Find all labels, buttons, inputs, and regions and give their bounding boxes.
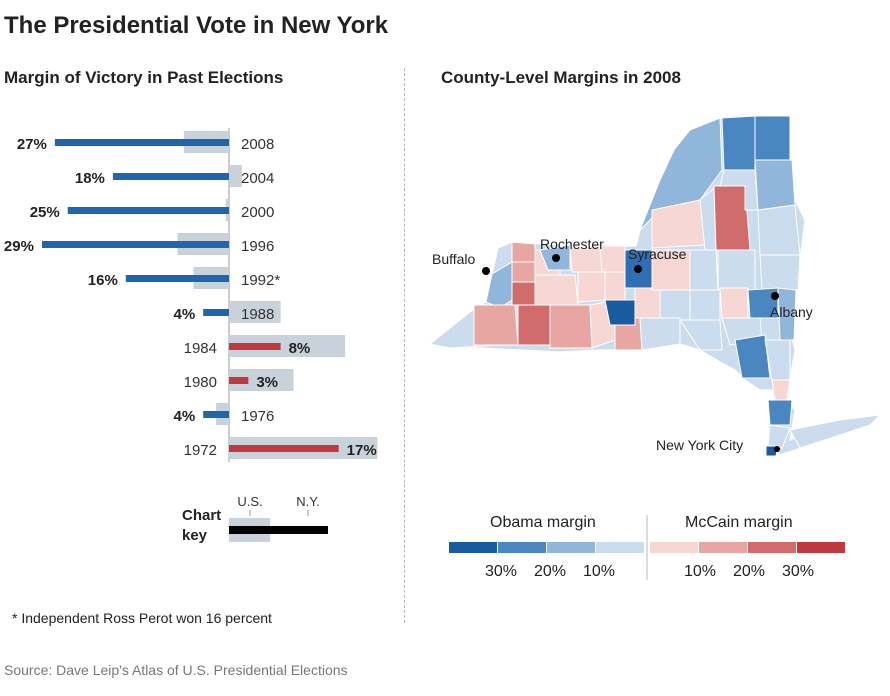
key-ny-label: N.Y. [296,494,320,509]
bar-value-label: 3% [256,374,278,391]
bar-value-label: 17% [347,442,377,459]
key-us-label: U.S. [237,494,262,509]
bar-value-label: 29% [4,238,34,255]
year-label: 1972 [184,442,217,459]
legend-tick-obama-30: 30% [485,563,518,580]
page-title: The Presidential Vote in New York [4,12,389,39]
ny-bar [41,241,230,248]
us-bar [229,301,281,323]
legend-swatch [596,542,644,553]
legend-tick-mccain-20: 20% [733,563,766,580]
legend-swatch [797,542,845,553]
us-bar [229,335,346,357]
bar-chart-title: Margin of Victory in Past Elections [4,68,284,87]
year-label: 1996 [241,238,274,255]
legend-swatch [547,542,595,553]
us-bar [229,165,242,187]
bar-value-label: 25% [30,204,60,221]
ny-bar [54,139,229,146]
panel-divider [404,68,405,623]
ny-bar [229,445,339,452]
chart-key-label: Chart [182,507,221,524]
legend-swatch [449,542,497,553]
city-label-new-york-city: New York City [656,437,744,453]
legend-swatch [699,542,747,553]
ny-bar [203,309,229,316]
legend-tick-mccain-10: 10% [684,563,717,580]
city-label-rochester: Rochester [540,236,604,252]
year-label: 1992* [241,272,280,289]
legend-obama-label: Obama margin [490,514,596,531]
legend-swatch [650,542,698,553]
city-label-buffalo: Buffalo [432,251,476,267]
legend-tick-mccain-30: 30% [782,563,815,580]
legend-mccain-label: McCain margin [685,514,793,531]
legend-tick-obama-10: 10% [583,563,616,580]
year-label: 1988 [241,306,274,323]
bar-value-label: 27% [17,136,47,153]
ny-bar [229,343,281,350]
bar-value-label: 18% [75,170,105,187]
key-ny-bar [229,526,328,534]
source-note: Source: Dave Leip's Atlas of U.S. Presid… [4,662,348,678]
bar-value-label: 4% [174,408,196,425]
ny-bar [125,275,229,282]
legend-swatch [748,542,796,553]
margin-bar-chart: 27% 2008 18% 2004 25% 2000 29% 1996 16% 1992* 4% 19… [4,128,378,544]
city-label-albany: Albany [770,304,813,320]
ny-bar [229,377,249,384]
us-bar [229,369,294,391]
bar-value-label: 8% [289,340,311,357]
ny-bar [203,411,229,418]
chart-key-label: key [182,527,208,544]
year-label: 1984 [184,340,217,357]
legend-tick-obama-20: 20% [534,563,567,580]
year-label: 2008 [241,136,274,153]
year-label: 1976 [241,408,274,425]
bar-value-label: 16% [88,272,118,289]
footnote: * Independent Ross Perot won 16 percent [12,610,272,626]
year-label: 2000 [241,204,274,221]
year-label: 2004 [241,170,274,187]
map-title: County-Level Margins in 2008 [441,68,681,87]
bar-value-label: 4% [174,306,196,323]
ny-bar [112,173,229,180]
ny-bar [67,207,229,214]
city-label-syracuse: Syracuse [628,246,687,262]
legend-swatch [498,542,546,553]
year-label: 1980 [184,374,217,391]
